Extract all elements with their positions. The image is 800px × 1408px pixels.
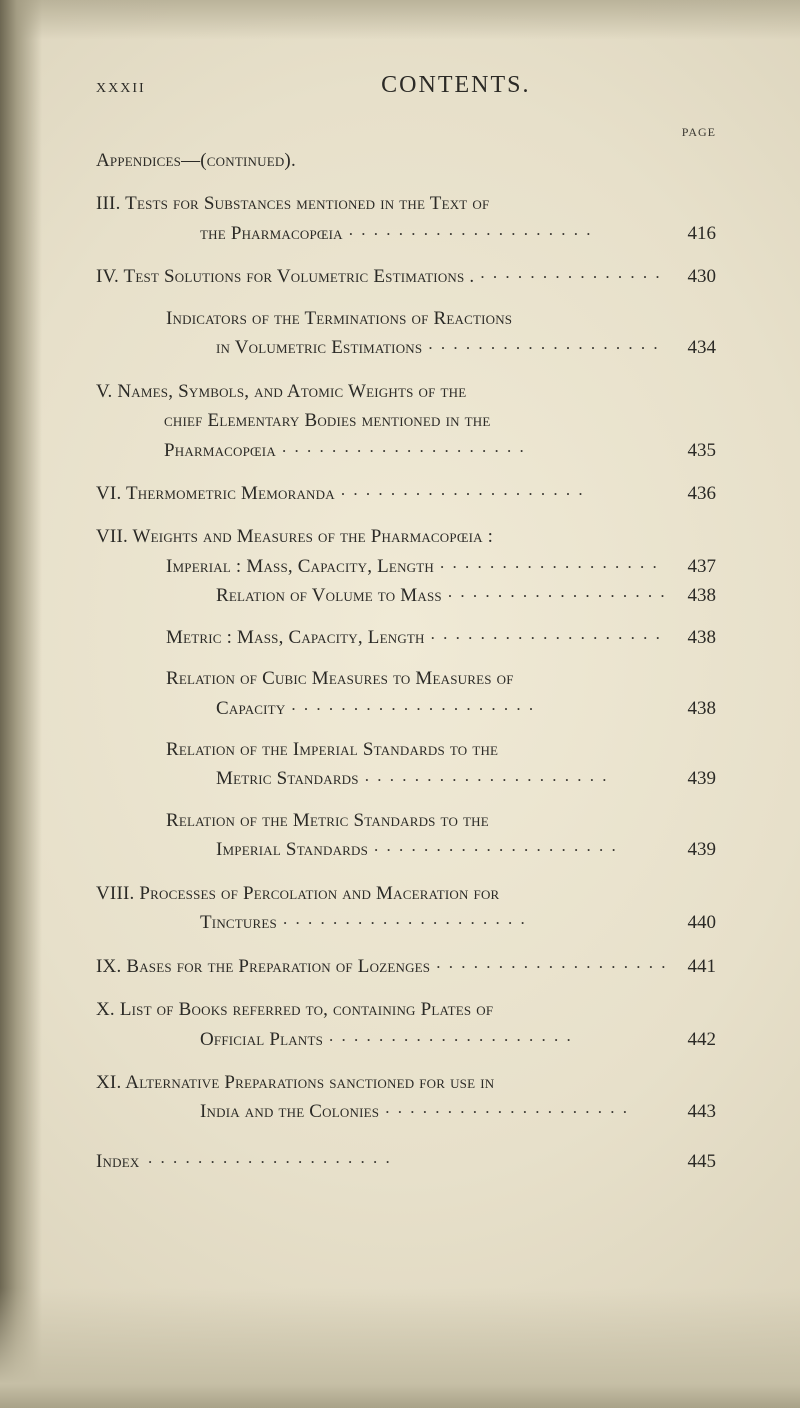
dot-leaders — [329, 1028, 666, 1049]
running-head: xxxii CONTENTS. — [96, 72, 716, 99]
toc-entry: Index 445 — [96, 1147, 716, 1176]
toc-entry: IX. Bases for the Preparation of Lozenge… — [96, 952, 716, 981]
dot-leaders — [341, 482, 666, 503]
toc-entry-text: IX. Bases for the Preparation of Lozenge… — [96, 952, 430, 981]
page-column-label: PAGE — [96, 125, 716, 140]
dot-leaders — [349, 222, 666, 243]
toc-entry: Metric : Mass, Capacity, Length 438 — [96, 623, 716, 652]
toc-entry: Indicators of the Terminations of Reacti… — [96, 304, 716, 333]
toc-entry-text: VIII. Processes of Percolation and Macer… — [96, 879, 499, 908]
toc-entry: V. Names, Symbols, and Atomic Weights of… — [96, 377, 716, 406]
dot-leaders — [480, 266, 666, 287]
toc-entry-text: Relation of the Imperial Standards to th… — [166, 735, 498, 764]
dot-leaders — [436, 955, 666, 976]
dot-leaders — [385, 1101, 666, 1122]
toc-entry: Metric Standards 439 — [96, 764, 716, 793]
toc-entry-page: 437 — [672, 552, 716, 581]
toc-entry-text: Relation of Volume to Mass — [216, 581, 442, 610]
toc-entry-page: 438 — [672, 694, 716, 723]
page-content: xxxii CONTENTS. PAGE Appendices—(continu… — [96, 72, 716, 1176]
toc-entry-page: 436 — [672, 479, 716, 508]
toc-entry-page: 416 — [672, 219, 716, 248]
scanned-page: xxxii CONTENTS. PAGE Appendices—(continu… — [0, 0, 800, 1408]
gutter-shadow — [0, 0, 42, 1408]
toc-entry-text: VII. Weights and Measures of the Pharmac… — [96, 522, 493, 551]
toc-entry: Capacity 438 — [96, 694, 716, 723]
toc-entry-text: Imperial Standards — [216, 835, 368, 864]
toc-entry-text: IV. Test Solutions for Volumetric Estima… — [96, 262, 474, 291]
toc-entry-text: the Pharmacopœia — [200, 219, 343, 248]
toc-entry-page: 439 — [672, 764, 716, 793]
dot-leaders — [431, 626, 666, 647]
toc-entry-text: Official Plants — [200, 1025, 323, 1054]
folio-number: xxxii — [96, 75, 146, 98]
toc-entry: Imperial Standards 439 — [96, 835, 716, 864]
dot-leaders — [428, 337, 666, 358]
toc-entry-page: 438 — [672, 623, 716, 652]
toc-entry: the Pharmacopœia 416 — [96, 219, 716, 248]
toc-entry-text: India and the Colonies — [200, 1097, 379, 1126]
toc-entry-text: Appendices—(continued). — [96, 146, 296, 175]
toc-entry-text: X. List of Books referred to, containing… — [96, 995, 493, 1024]
toc-entry: IV. Test Solutions for Volumetric Estima… — [96, 262, 716, 291]
toc-entry: X. List of Books referred to, containing… — [96, 995, 716, 1024]
toc-entry: Appendices—(continued). — [96, 146, 716, 175]
toc-entry-page: 435 — [672, 436, 716, 465]
toc-entry-page: 440 — [672, 908, 716, 937]
toc-entry: India and the Colonies 443 — [96, 1097, 716, 1126]
table-of-contents: Appendices—(continued). III. Tests for Su… — [96, 146, 716, 1176]
toc-entry-text: Indicators of the Terminations of Reacti… — [166, 304, 512, 333]
toc-entry: Relation of Cubic Measures to Measures o… — [96, 664, 716, 693]
toc-entry: III. Tests for Substances mentioned in t… — [96, 189, 716, 218]
toc-entry-text: V. Names, Symbols, and Atomic Weights of… — [96, 377, 466, 406]
dot-leaders — [365, 768, 666, 789]
toc-entry: Official Plants 442 — [96, 1025, 716, 1054]
toc-entry-text: Capacity — [216, 694, 285, 723]
toc-entry-page: 442 — [672, 1025, 716, 1054]
toc-entry-text: VI. Thermometric Memoranda — [96, 479, 335, 508]
toc-entry: VI. Thermometric Memoranda 436 — [96, 479, 716, 508]
toc-entry-text: Tinctures — [200, 908, 277, 937]
running-head-title: CONTENTS. — [381, 72, 530, 99]
toc-entry-page: 430 — [672, 262, 716, 291]
toc-entry: VIII. Processes of Percolation and Macer… — [96, 879, 716, 908]
toc-entry: Relation of Volume to Mass 438 — [96, 581, 716, 610]
dot-leaders — [374, 839, 666, 860]
dot-leaders — [448, 585, 666, 606]
dot-leaders — [148, 1150, 666, 1171]
toc-entry-page: 443 — [672, 1097, 716, 1126]
toc-entry-text: Imperial : Mass, Capacity, Length — [166, 552, 434, 581]
dot-leaders — [291, 697, 666, 718]
toc-entry-text: in Volumetric Estimations — [216, 333, 422, 362]
toc-entry-text: Metric Standards — [216, 764, 359, 793]
toc-entry-text: Pharmacopœia — [164, 436, 276, 465]
toc-entry-text: chief Elementary Bodies mentioned in the — [164, 406, 491, 435]
toc-entry: Relation of the Metric Standards to the — [96, 806, 716, 835]
toc-entry: in Volumetric Estimations 434 — [96, 333, 716, 362]
toc-entry-text: XI. Alternative Preparations sanctioned … — [96, 1068, 494, 1097]
toc-entry-text: Relation of Cubic Measures to Measures o… — [166, 664, 514, 693]
toc-entry-page: 439 — [672, 835, 716, 864]
toc-entry: Imperial : Mass, Capacity, Length 437 — [96, 552, 716, 581]
toc-entry-text: Index — [96, 1147, 142, 1176]
toc-entry-page: 445 — [672, 1147, 716, 1176]
toc-entry-text: Relation of the Metric Standards to the — [166, 806, 489, 835]
toc-entry-page: 438 — [672, 581, 716, 610]
toc-entry-page: 434 — [672, 333, 716, 362]
dot-leaders — [283, 912, 666, 933]
toc-entry: chief Elementary Bodies mentioned in the — [96, 406, 716, 435]
toc-entry-text: Metric : Mass, Capacity, Length — [166, 623, 425, 652]
toc-entry: Tinctures 440 — [96, 908, 716, 937]
toc-entry: Pharmacopœia 435 — [96, 436, 716, 465]
toc-entry-text: III. Tests for Substances mentioned in t… — [96, 189, 489, 218]
toc-entry-page: 441 — [672, 952, 716, 981]
toc-entry: VII. Weights and Measures of the Pharmac… — [96, 522, 716, 551]
dot-leaders — [282, 439, 666, 460]
toc-entry: Relation of the Imperial Standards to th… — [96, 735, 716, 764]
dot-leaders — [440, 555, 666, 576]
toc-entry: XI. Alternative Preparations sanctioned … — [96, 1068, 716, 1097]
